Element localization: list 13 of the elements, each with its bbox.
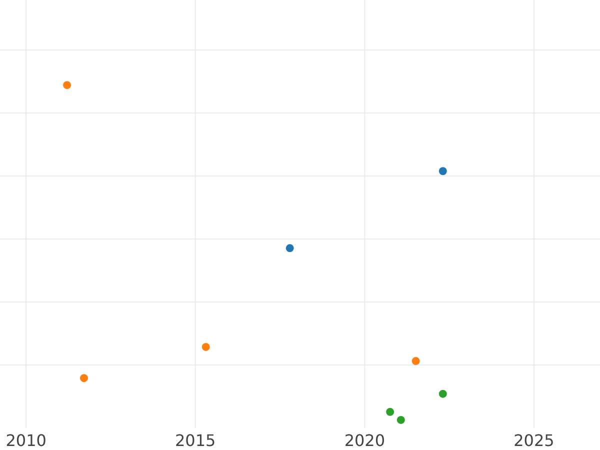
x-tick-label: 2015 xyxy=(175,431,216,450)
x-tick-label: 2010 xyxy=(6,431,46,450)
x-tick-label: 2020 xyxy=(344,431,386,450)
point xyxy=(412,357,420,366)
x-tick-label: 2025 xyxy=(514,431,554,450)
point xyxy=(386,408,394,416)
point xyxy=(438,390,447,398)
point xyxy=(63,81,72,90)
point xyxy=(80,374,88,382)
point xyxy=(202,342,210,351)
point xyxy=(438,167,447,176)
point xyxy=(286,244,294,252)
point xyxy=(396,416,405,424)
